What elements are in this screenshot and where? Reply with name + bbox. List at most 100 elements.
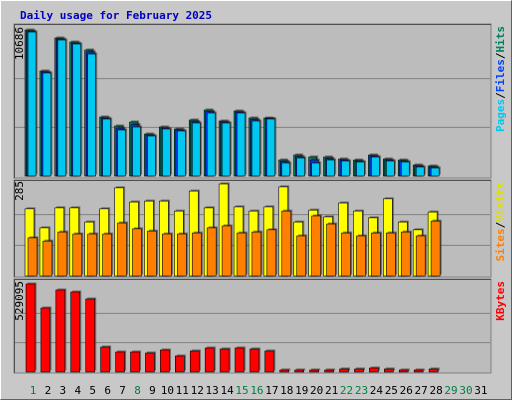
bar bbox=[57, 231, 68, 277]
bar bbox=[266, 118, 276, 177]
bar bbox=[147, 135, 156, 177]
bar bbox=[266, 229, 277, 277]
legend-entry: KBytes bbox=[494, 281, 507, 321]
bar bbox=[130, 351, 140, 373]
x-tick-label: 7 bbox=[119, 384, 126, 397]
bar bbox=[341, 232, 351, 277]
bar bbox=[430, 167, 440, 177]
bar bbox=[25, 283, 36, 373]
bar bbox=[236, 112, 246, 177]
bar bbox=[234, 347, 245, 373]
x-tick-label: 9 bbox=[149, 384, 156, 397]
bar-shadow bbox=[296, 368, 306, 371]
x-tick-label: 24 bbox=[370, 384, 384, 397]
bar bbox=[415, 235, 426, 277]
x-tick-label: 29 bbox=[444, 384, 457, 397]
x-tick-label: 19 bbox=[295, 384, 308, 397]
bar bbox=[398, 369, 409, 373]
bar bbox=[87, 53, 97, 177]
x-tick-label: 21 bbox=[325, 384, 338, 397]
bar bbox=[177, 233, 187, 277]
bar bbox=[384, 368, 394, 373]
bar bbox=[72, 233, 83, 277]
bar bbox=[117, 129, 126, 177]
x-tick-label: 5 bbox=[89, 384, 96, 397]
bar-shadow bbox=[311, 368, 321, 371]
x-tick-label: 3 bbox=[60, 384, 67, 397]
panel-edge bbox=[14, 279, 491, 373]
bar bbox=[251, 231, 262, 277]
y-tick-label: 285 bbox=[13, 181, 26, 201]
bar bbox=[354, 368, 364, 373]
bar bbox=[55, 289, 66, 373]
x-tick-label: 4 bbox=[74, 384, 81, 397]
bar bbox=[57, 39, 67, 177]
bar bbox=[296, 235, 307, 277]
x-tick-label: 30 bbox=[459, 384, 472, 397]
bar-shadow bbox=[415, 368, 425, 371]
bar bbox=[371, 156, 380, 177]
bar bbox=[281, 210, 292, 277]
bar bbox=[309, 369, 319, 373]
bar bbox=[175, 355, 185, 373]
legend-entry: Pages bbox=[494, 99, 507, 132]
bar bbox=[400, 161, 410, 177]
bar bbox=[386, 160, 395, 177]
bar bbox=[42, 72, 52, 177]
x-tick-label: 8 bbox=[134, 384, 141, 397]
legend-entry: Files bbox=[494, 59, 507, 92]
x-tick-label: 15 bbox=[235, 384, 248, 397]
legend-entry: Hits bbox=[494, 26, 507, 53]
bar bbox=[191, 232, 202, 277]
bar bbox=[281, 162, 291, 177]
bar bbox=[145, 352, 155, 373]
x-tick-label: 20 bbox=[310, 384, 323, 397]
bar bbox=[27, 31, 37, 177]
bar bbox=[296, 157, 306, 177]
legend: KBytes bbox=[494, 281, 507, 321]
bar bbox=[219, 348, 230, 373]
x-tick-label: 28 bbox=[429, 384, 442, 397]
x-tick-label: 12 bbox=[191, 384, 204, 397]
bar bbox=[177, 130, 186, 177]
x-tick-label: 27 bbox=[415, 384, 428, 397]
bar-shadow bbox=[326, 368, 336, 371]
bar bbox=[326, 159, 335, 177]
bar bbox=[162, 233, 172, 277]
bar bbox=[162, 128, 171, 177]
bar bbox=[339, 368, 349, 373]
x-tick-label: 10 bbox=[161, 384, 174, 397]
x-tick-label: 13 bbox=[206, 384, 219, 397]
bar bbox=[132, 228, 142, 277]
bar bbox=[191, 122, 201, 177]
y-tick-label: 529095 bbox=[13, 281, 26, 321]
x-tick-label: 14 bbox=[220, 384, 234, 397]
legend-separator: / bbox=[494, 221, 507, 228]
bar bbox=[132, 126, 141, 177]
bar bbox=[428, 368, 439, 373]
bar bbox=[87, 233, 98, 277]
bar bbox=[311, 215, 321, 277]
bar bbox=[236, 232, 247, 277]
bar bbox=[294, 369, 305, 373]
x-tick-label: 11 bbox=[176, 384, 189, 397]
legend-separator: / bbox=[494, 92, 507, 99]
legend-entry: Sites bbox=[494, 228, 507, 261]
bar bbox=[341, 160, 350, 177]
bar-shadow bbox=[281, 368, 291, 371]
bar bbox=[400, 231, 411, 277]
bar bbox=[430, 220, 441, 277]
bar bbox=[264, 350, 275, 373]
legend-entry: Visits bbox=[494, 182, 507, 222]
legend-separator: / bbox=[494, 52, 507, 59]
panel-edge bbox=[14, 180, 491, 277]
bar bbox=[40, 307, 51, 373]
y-tick-label: 10686 bbox=[13, 27, 26, 60]
bar bbox=[279, 369, 290, 373]
bar bbox=[251, 120, 261, 177]
bar bbox=[324, 369, 334, 373]
x-tick-label: 22 bbox=[340, 384, 353, 397]
bar-shadow bbox=[400, 368, 410, 371]
